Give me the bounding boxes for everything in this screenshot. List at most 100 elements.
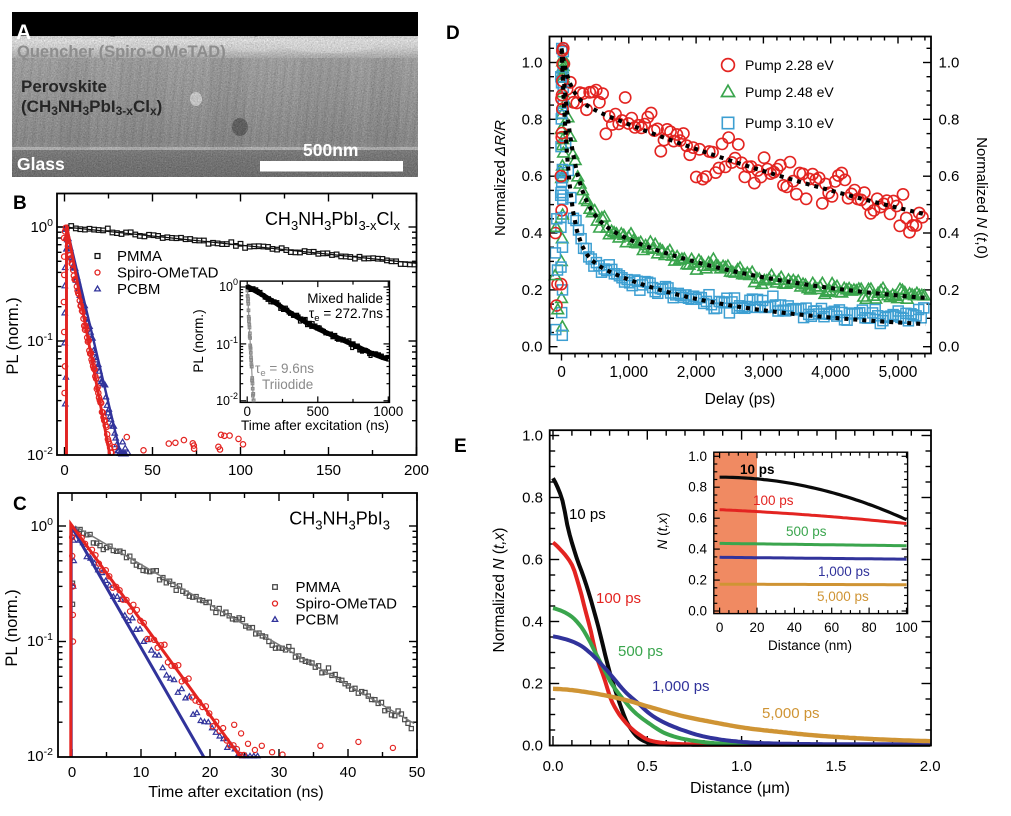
svg-text:10 ps: 10 ps	[569, 506, 606, 523]
svg-text:10: 10	[133, 764, 150, 781]
svg-text:1.5: 1.5	[825, 758, 846, 775]
svg-text:1.0: 1.0	[522, 428, 543, 445]
svg-text:PCBM: PCBM	[296, 612, 339, 629]
svg-text:500: 500	[307, 404, 330, 419]
svg-text:Glass: Glass	[17, 154, 65, 174]
svg-text:1,000 ps: 1,000 ps	[652, 678, 710, 695]
svg-text:0.8: 0.8	[522, 490, 543, 507]
svg-text:0.4: 0.4	[522, 614, 543, 631]
svg-text:PMMA: PMMA	[117, 248, 162, 265]
svg-text:B: B	[13, 193, 27, 214]
svg-text:0.0: 0.0	[522, 339, 543, 356]
svg-text:0.4: 0.4	[939, 225, 960, 242]
svg-text:0: 0	[243, 404, 251, 419]
svg-text:150: 150	[316, 462, 341, 479]
svg-text:1.0: 1.0	[688, 449, 707, 464]
svg-text:0: 0	[68, 764, 76, 781]
svg-text:Normalized N (t,0): Normalized N (t,0)	[973, 137, 990, 259]
svg-text:20: 20	[749, 620, 764, 635]
svg-text:Pump 2.28 eV: Pump 2.28 eV	[745, 57, 834, 73]
svg-text:PCBM: PCBM	[117, 281, 160, 298]
svg-text:E: E	[454, 436, 467, 457]
svg-text:0.6: 0.6	[522, 552, 543, 569]
svg-text:1,000 ps: 1,000 ps	[818, 564, 870, 579]
svg-text:0.2: 0.2	[939, 282, 960, 299]
svg-text:Distance (μm): Distance (μm)	[690, 780, 790, 797]
svg-text:80: 80	[862, 620, 877, 635]
svg-text:PL (norm.): PL (norm.)	[3, 589, 21, 666]
svg-text:Pump 3.10 eV: Pump 3.10 eV	[745, 115, 834, 131]
svg-text:2.0: 2.0	[920, 758, 941, 775]
svg-text:Normalized N (t,x): Normalized N (t,x)	[491, 528, 508, 653]
svg-text:500 ps: 500 ps	[618, 643, 663, 660]
svg-text:Delay (ps): Delay (ps)	[705, 391, 776, 408]
svg-text:100: 100	[895, 620, 918, 635]
svg-text:3,000: 3,000	[744, 364, 783, 381]
svg-text:D: D	[446, 23, 460, 44]
svg-text:0.0: 0.0	[688, 604, 707, 619]
svg-text:0.2: 0.2	[688, 573, 707, 588]
svg-text:Normalized ΔR/R: Normalized ΔR/R	[492, 120, 509, 236]
svg-text:10 ps: 10 ps	[740, 462, 775, 477]
svg-text:5,000 ps: 5,000 ps	[762, 705, 820, 722]
svg-text:1,000: 1,000	[609, 364, 648, 381]
svg-text:0.0: 0.0	[522, 738, 543, 755]
svg-text:PMMA: PMMA	[296, 579, 341, 596]
svg-text:50: 50	[144, 462, 161, 479]
svg-text:τe = 272.7ns: τe = 272.7ns	[309, 306, 383, 324]
svg-text:100 ps: 100 ps	[596, 590, 641, 607]
svg-text:0.6: 0.6	[939, 168, 960, 185]
svg-text:0.0: 0.0	[543, 758, 564, 775]
svg-text:500 ps: 500 ps	[786, 524, 827, 539]
svg-text:0.2: 0.2	[522, 676, 543, 693]
svg-text:PL (norm.): PL (norm.)	[4, 297, 22, 374]
svg-text:0.4: 0.4	[688, 542, 707, 557]
svg-text:5,000 ps: 5,000 ps	[817, 589, 869, 604]
svg-text:100 ps: 100 ps	[753, 493, 794, 508]
svg-text:1.0: 1.0	[731, 758, 752, 775]
svg-text:60: 60	[824, 620, 839, 635]
svg-text:Spiro-OMeTAD: Spiro-OMeTAD	[117, 265, 219, 282]
svg-text:PL (norm.): PL (norm.)	[191, 309, 206, 372]
svg-text:40: 40	[340, 764, 357, 781]
svg-text:Time after excitation (ns): Time after excitation (ns)	[241, 418, 389, 433]
svg-text:40: 40	[787, 620, 802, 635]
svg-text:0: 0	[716, 620, 724, 635]
svg-text:0.6: 0.6	[522, 168, 543, 185]
svg-text:Triiodide: Triiodide	[262, 377, 313, 392]
svg-text:C: C	[13, 494, 27, 515]
svg-text:0.2: 0.2	[522, 282, 543, 299]
svg-text:0: 0	[557, 364, 566, 381]
svg-text:2,000: 2,000	[677, 364, 716, 381]
svg-text:Quencher (Spiro-OMeTAD): Quencher (Spiro-OMeTAD)	[17, 43, 226, 61]
svg-text:0.5: 0.5	[637, 758, 658, 775]
svg-text:100: 100	[228, 462, 253, 479]
svg-text:50: 50	[409, 764, 426, 781]
svg-text:0.8: 0.8	[522, 111, 543, 128]
svg-text:4,000: 4,000	[811, 364, 850, 381]
svg-text:0: 0	[60, 462, 68, 479]
svg-text:500nm: 500nm	[303, 140, 358, 160]
svg-text:A: A	[16, 21, 31, 44]
svg-text:Mixed halide: Mixed halide	[307, 291, 383, 306]
svg-text:1.0: 1.0	[939, 55, 960, 72]
svg-text:0.8: 0.8	[939, 111, 960, 128]
svg-text:Spiro-OMeTAD: Spiro-OMeTAD	[296, 596, 398, 613]
svg-text:Time after excitation (ns): Time after excitation (ns)	[148, 784, 323, 801]
svg-text:0.8: 0.8	[688, 480, 707, 495]
svg-text:0.4: 0.4	[522, 225, 543, 242]
svg-text:1000: 1000	[373, 404, 403, 419]
svg-text:0.0: 0.0	[939, 339, 960, 356]
svg-text:(CH3NH3PbI3-xClx): (CH3NH3PbI3-xClx)	[21, 97, 162, 118]
svg-text:N (t,x): N (t,x)	[655, 513, 670, 550]
svg-text:τe = 9.6ns: τe = 9.6ns	[255, 361, 314, 379]
svg-text:5,000: 5,000	[879, 364, 918, 381]
svg-text:200: 200	[404, 462, 429, 479]
svg-text:0.6: 0.6	[688, 511, 707, 526]
svg-text:1.0: 1.0	[522, 55, 543, 72]
svg-text:Distance (nm): Distance (nm)	[768, 638, 852, 653]
svg-text:30: 30	[271, 764, 288, 781]
svg-text:20: 20	[202, 764, 219, 781]
svg-text:Perovskite: Perovskite	[21, 77, 107, 96]
svg-text:Pump 2.48 eV: Pump 2.48 eV	[745, 84, 834, 100]
